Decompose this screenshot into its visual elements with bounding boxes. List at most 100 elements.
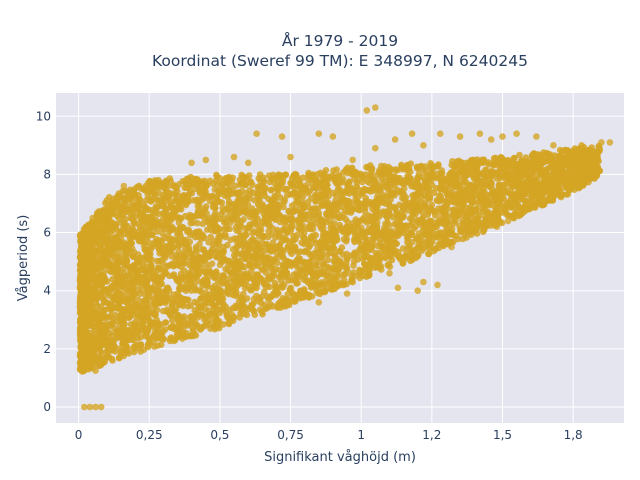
- data-point: [481, 202, 489, 209]
- data-point: [225, 261, 232, 269]
- data-point: [343, 260, 350, 267]
- data-point: [294, 216, 301, 224]
- data-point: [285, 297, 292, 304]
- data-point: [325, 272, 333, 280]
- data-point: [175, 219, 183, 226]
- data-point: [288, 182, 295, 190]
- data-point: [146, 195, 153, 202]
- data-point: [382, 208, 390, 216]
- data-point: [395, 215, 402, 222]
- data-point: [287, 285, 294, 293]
- data-point: [283, 229, 291, 237]
- data-point: [190, 275, 197, 283]
- data-point: [539, 195, 546, 202]
- data-point: [308, 221, 316, 229]
- data-point: [246, 213, 254, 221]
- data-point: [124, 296, 131, 303]
- data-point: [204, 283, 211, 290]
- data-point: [220, 306, 227, 313]
- data-point: [128, 227, 135, 234]
- data-point: [196, 287, 203, 295]
- data-point: [243, 295, 251, 302]
- data-point: [227, 219, 234, 226]
- data-point: [175, 333, 182, 340]
- data-point: [322, 167, 330, 174]
- data-point: [362, 239, 370, 246]
- data-point: [118, 212, 125, 219]
- data-point: [329, 227, 337, 234]
- data-point: [340, 276, 348, 284]
- data-point: [264, 233, 272, 241]
- data-point: [102, 354, 110, 362]
- data-point: [385, 260, 393, 268]
- data-point: [201, 305, 209, 313]
- data-point: [128, 191, 136, 199]
- data-point: [98, 350, 106, 357]
- data-point: [363, 219, 371, 226]
- data-point: [201, 276, 208, 283]
- data-point: [488, 216, 496, 224]
- data-point: [180, 200, 188, 207]
- data-point: [229, 246, 237, 253]
- data-point: [366, 179, 374, 187]
- data-point: [551, 167, 558, 175]
- data-point: [281, 236, 288, 243]
- data-point: [253, 279, 261, 286]
- data-point: [164, 284, 172, 292]
- data-point: [493, 204, 501, 212]
- data-point: [576, 183, 583, 191]
- data-point: [113, 290, 120, 298]
- data-point: [514, 201, 522, 209]
- data-point: [408, 239, 416, 246]
- data-point: [505, 175, 512, 183]
- data-point: [159, 250, 167, 258]
- data-point: [441, 198, 449, 205]
- data-point: [251, 311, 259, 319]
- data-point: [132, 264, 139, 271]
- data-point: [474, 172, 481, 179]
- data-point: [287, 215, 295, 223]
- data-point: [309, 212, 317, 219]
- data-point: [373, 223, 381, 230]
- data-point: [256, 295, 264, 303]
- data-point: [194, 219, 201, 227]
- data-point: [385, 221, 393, 229]
- data-point: [305, 169, 312, 177]
- data-point: [234, 189, 242, 196]
- data-point: [90, 275, 98, 283]
- data-point: [87, 322, 95, 330]
- data-point: [216, 298, 223, 306]
- data-point: [153, 292, 160, 299]
- data-point: [348, 166, 356, 173]
- data-point: [414, 175, 421, 183]
- data-point: [155, 334, 163, 342]
- data-point: [498, 219, 506, 227]
- data-point: [282, 262, 290, 270]
- data-point: [371, 264, 379, 271]
- data-point: [241, 204, 248, 212]
- data-point: [206, 316, 214, 324]
- data-point: [244, 282, 252, 290]
- data-point: [294, 271, 301, 279]
- data-point: [325, 212, 332, 219]
- data-point: [300, 270, 308, 278]
- data-point: [291, 244, 299, 251]
- data-point: [378, 170, 386, 178]
- data-point: [232, 285, 240, 293]
- data-point: [399, 194, 406, 202]
- data-point: [130, 348, 138, 356]
- data-point: [76, 365, 84, 372]
- data-point: [180, 267, 188, 274]
- data-point: [330, 211, 337, 219]
- data-point: [404, 238, 411, 246]
- data-point: [281, 196, 289, 204]
- data-point: [162, 178, 170, 186]
- data-point: [152, 311, 159, 319]
- data-point: [419, 218, 427, 225]
- data-point: [197, 325, 205, 332]
- data-point: [153, 196, 161, 204]
- data-point: [249, 283, 257, 290]
- data-point: [202, 299, 210, 307]
- data-point: [139, 226, 147, 234]
- data-point: [142, 205, 150, 213]
